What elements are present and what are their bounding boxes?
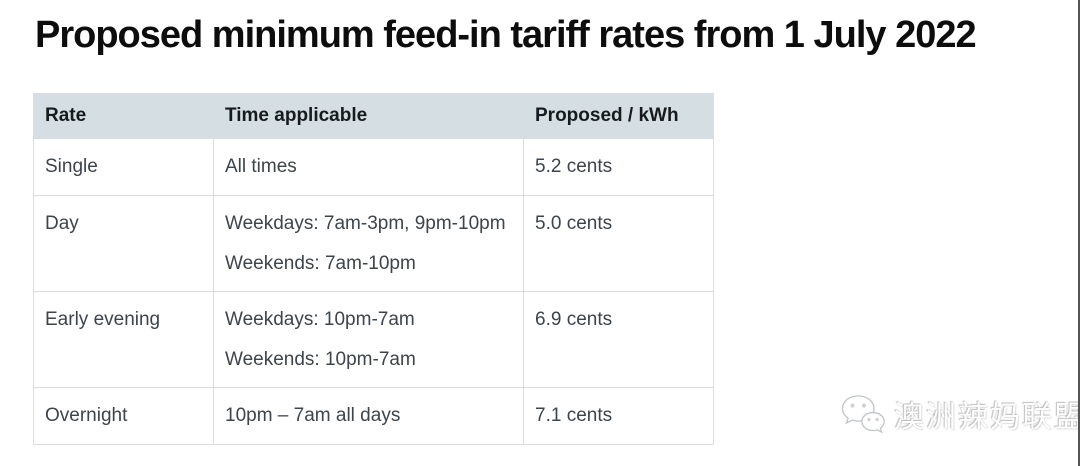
column-header-rate: Rate: [34, 94, 214, 138]
watermark-text: 澳洲辣妈联盟: [894, 401, 1080, 434]
wechat-icon: [841, 395, 885, 434]
column-header-price: Proposed / kWh: [535, 105, 679, 126]
rate-cell: Single: [34, 139, 214, 195]
price-cell: 5.2 cents: [535, 156, 613, 177]
time-line: All times: [225, 156, 297, 177]
time-cell: Weekdays: 10pm-7am Weekends: 10pm-7am: [214, 292, 524, 387]
time-line: Weekends: 10pm-7am: [225, 349, 416, 370]
price-cell: 6.9 cents: [535, 309, 613, 330]
rate-cell: Overnight: [34, 388, 214, 444]
table-header-row: Rate Time applicable Proposed / kWh: [34, 94, 713, 138]
time-cell: All times: [214, 139, 524, 195]
tariff-table: Rate Time applicable Proposed / kWh Sing…: [33, 93, 714, 445]
right-edge-line: [1078, 0, 1080, 466]
price-cell: 7.1 cents: [535, 405, 613, 426]
column-header-time: Time applicable: [214, 94, 524, 138]
time-line: Weekdays: 10pm-7am: [225, 309, 415, 330]
time-line: 10pm – 7am all days: [225, 405, 401, 426]
price-cell: 5.0 cents: [535, 213, 613, 234]
time-cell: 10pm – 7am all days: [214, 388, 524, 444]
table-row-early-evening: Early evening Weekdays: 10pm-7am Weekend…: [34, 291, 713, 387]
rate-cell: Early evening: [34, 292, 214, 387]
watermark: 澳洲辣妈联盟: [840, 392, 1080, 436]
table-row-overnight: Overnight 10pm – 7am all days 7.1 cents: [34, 387, 713, 444]
time-line: Weekdays: 7am-3pm, 9pm-10pm: [225, 213, 506, 234]
page-title: Proposed minimum feed-in tariff rates fr…: [35, 14, 977, 56]
time-cell: Weekdays: 7am-3pm, 9pm-10pm Weekends: 7a…: [214, 196, 524, 291]
table-row-single: Single All times 5.2 cents: [34, 138, 713, 195]
time-line: Weekends: 7am-10pm: [225, 253, 416, 274]
table-row-day: Day Weekdays: 7am-3pm, 9pm-10pm Weekends…: [34, 195, 713, 291]
rate-cell: Day: [34, 196, 214, 291]
